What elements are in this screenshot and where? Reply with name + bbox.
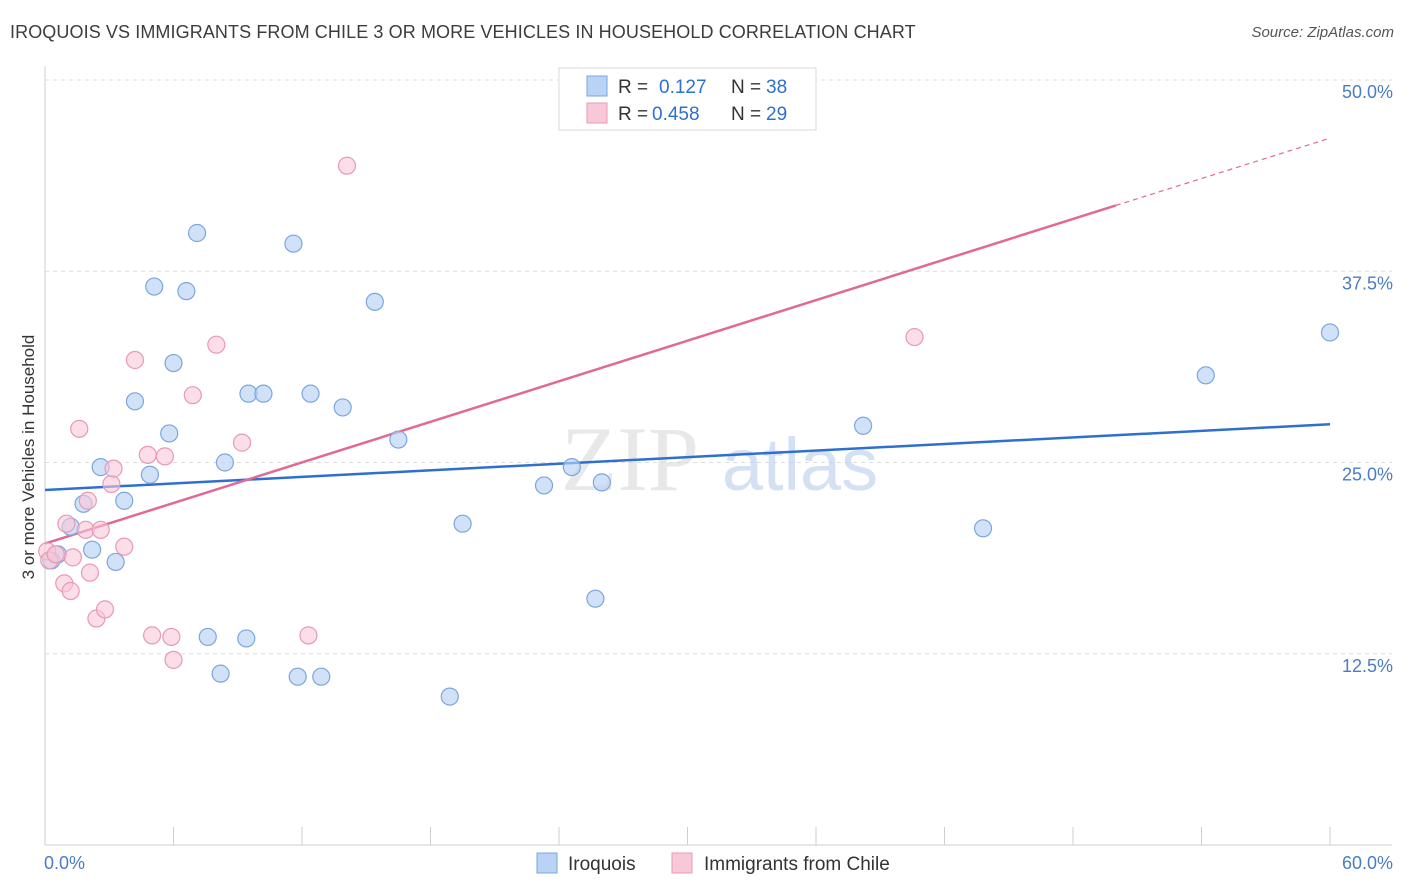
point-chile	[164, 650, 183, 669]
point-iroquois	[177, 282, 196, 301]
point-chile	[138, 445, 157, 464]
point-iroquois	[592, 473, 611, 492]
axes	[44, 66, 1392, 846]
point-iroquois	[211, 664, 230, 683]
point-iroquois	[198, 627, 217, 647]
point-iroquois	[288, 667, 307, 686]
legend-r-label: R =	[618, 104, 648, 125]
legend-swatch-iroquois	[536, 852, 558, 874]
point-iroquois	[854, 416, 873, 435]
point-chile	[905, 327, 924, 347]
legend-n-value: 38	[766, 77, 787, 98]
trend-lines	[44, 137, 1331, 545]
trend-line-chile-extension	[1115, 137, 1331, 207]
legend-label-chile: Immigrants from Chile	[704, 854, 890, 875]
legend-r-label: R =	[618, 77, 648, 98]
point-chile	[337, 156, 357, 175]
point-iroquois	[83, 540, 102, 559]
point-chile	[80, 563, 100, 582]
point-iroquois	[115, 491, 134, 510]
point-iroquois	[140, 465, 160, 484]
point-iroquois	[187, 223, 207, 243]
point-iroquois	[1196, 366, 1215, 385]
point-iroquois	[284, 234, 303, 253]
watermark: ZIP atlas	[561, 408, 878, 510]
point-iroquois	[534, 476, 554, 495]
chart-title: IROQUOIS VS IMMIGRANTS FROM CHILE 3 OR M…	[10, 22, 916, 42]
legend-n-label: N =	[731, 77, 761, 98]
correlation-legend: R = 0.127 N = 38 R = 0.458 N = 29	[558, 67, 817, 131]
point-iroquois	[125, 392, 145, 411]
point-iroquois	[164, 353, 183, 373]
point-chile	[63, 548, 82, 567]
trend-line-chile	[44, 204, 1117, 545]
point-chile	[70, 419, 89, 438]
point-iroquois	[254, 384, 273, 403]
point-chile	[61, 581, 80, 601]
point-iroquois	[440, 687, 459, 706]
trend-line-iroquois	[44, 423, 1331, 492]
point-iroquois	[973, 519, 993, 538]
point-iroquois	[215, 453, 234, 472]
point-chile	[299, 626, 318, 645]
point-iroquois	[586, 589, 605, 608]
x-tick-labels: 0.0% 60.0%	[44, 853, 1393, 873]
point-iroquois	[365, 292, 384, 311]
y-tick-label: 12.5%	[1342, 656, 1393, 676]
point-iroquois	[106, 552, 125, 572]
legend-swatch-chile	[586, 102, 608, 124]
y-tick-label: 37.5%	[1342, 273, 1393, 293]
legend-r-value: 0.127	[659, 77, 707, 98]
point-iroquois	[1320, 323, 1340, 342]
point-chile	[57, 514, 76, 533]
point-chile	[232, 433, 252, 452]
point-chile	[78, 491, 97, 510]
point-iroquois	[562, 457, 581, 477]
legend-swatch-iroquois	[586, 75, 608, 97]
legend-n-value: 29	[766, 104, 787, 125]
point-chile	[91, 520, 110, 539]
point-chile	[125, 350, 145, 370]
y-tick-label: 25.0%	[1342, 465, 1393, 485]
legend-r-value: 0.458	[652, 104, 700, 125]
point-iroquois	[301, 384, 320, 403]
point-chile	[207, 335, 226, 354]
point-chile	[115, 537, 134, 556]
point-iroquois	[453, 514, 472, 533]
legend-label-iroquois: Iroquois	[568, 854, 636, 875]
legend-swatch-chile	[671, 852, 693, 874]
series-legend: Iroquois Immigrants from Chile	[536, 852, 890, 875]
point-iroquois	[389, 430, 408, 449]
watermark-atlas: atlas	[722, 423, 878, 506]
point-chile	[155, 447, 175, 466]
point-chile	[183, 386, 202, 405]
legend-n-label: N =	[731, 104, 761, 125]
x-tick-label: 60.0%	[1342, 853, 1393, 873]
point-chile	[46, 545, 65, 564]
point-iroquois	[237, 629, 256, 648]
point-chile	[102, 474, 121, 494]
x-tick-label: 0.0%	[44, 853, 85, 873]
point-iroquois	[160, 424, 179, 443]
point-chile	[142, 626, 162, 645]
source-credit: Source: ZipAtlas.com	[1251, 24, 1394, 41]
data-points	[38, 156, 1340, 706]
point-iroquois	[145, 277, 164, 296]
point-chile	[95, 600, 115, 619]
y-axis-label: 3 or more Vehicles in Household	[19, 335, 38, 580]
y-tick-label: 50.0%	[1342, 82, 1393, 102]
point-chile	[104, 459, 123, 478]
y-tick-labels: 12.5% 25.0% 37.5% 50.0%	[1342, 82, 1393, 676]
grid-lines	[45, 79, 1392, 655]
point-iroquois	[312, 667, 331, 686]
point-chile	[162, 627, 181, 647]
point-iroquois	[333, 398, 352, 417]
